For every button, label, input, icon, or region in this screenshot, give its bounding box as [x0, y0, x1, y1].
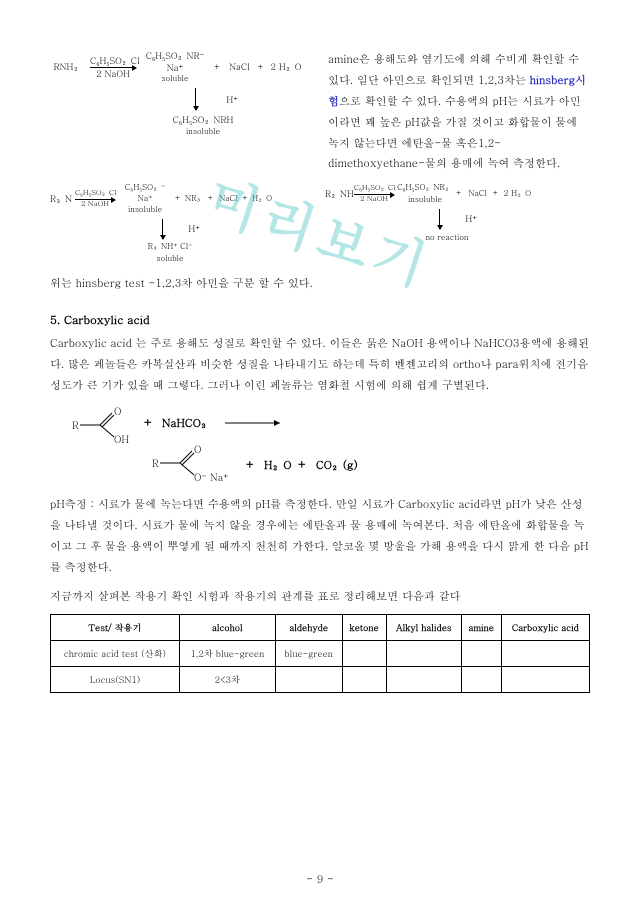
th-5: amine: [461, 614, 501, 640]
summary-table: Test/ 작용기 alcohol aldehyde ketone Alkyl …: [50, 614, 590, 693]
s2l-p2: NR₃: [185, 194, 205, 204]
th-2: aldehyde: [275, 614, 342, 640]
scheme1-step2-note: insoluble: [168, 126, 238, 137]
para1-t2: 으로 확인할 수 있다. 수용액의 pH는 시료가 아민이라면 꽤 높은 pH값…: [328, 94, 581, 172]
s2l-p1: C₆H₅SO₂⁻ Na⁺: [118, 183, 172, 204]
td-1-3: [342, 666, 386, 692]
td-0-0: chromic acid test (산화): [51, 640, 180, 666]
scheme2-row: R₃N C₆H₅SO₂Cl 2 NaOH C₆H₅SO₂⁻ Na⁺ insolu…: [50, 183, 590, 263]
td-0-4: [386, 640, 461, 666]
table-row: chromic acid test (산화) 1,2차 blue-green b…: [51, 640, 590, 666]
scheme1-prod1-note: soluble: [140, 73, 210, 84]
s2r-rtop: C₆H₅SO₂Cl: [354, 184, 394, 194]
svg-text:OH: OH: [114, 432, 129, 446]
scheme1-prod1: C₆H₅SO₂NR⁻ Na⁺: [140, 50, 210, 73]
section5-heading: 5. Carboxylic acid: [50, 312, 590, 328]
scheme1-row: RNH₂ C₆H₅SO₂Cl 2 NaOH C₆H₅SO₂NR⁻ Na⁺ sol…: [50, 50, 590, 175]
scheme1-step2-prod: C₆H₅SO₂NRH: [168, 114, 238, 126]
td-1-0: Locus(SN1): [51, 666, 180, 692]
s2r-reactant: R₂NH: [325, 188, 351, 200]
scheme2-left: R₃N C₆H₅SO₂Cl 2 NaOH C₆H₅SO₂⁻ Na⁺ insolu…: [50, 183, 315, 263]
svg-text:O⁻ Na⁺: O⁻ Na⁺: [194, 470, 228, 484]
th-0: Test/ 작용기: [51, 614, 180, 640]
s2l-s2n: soluble: [140, 253, 200, 264]
s2r-rbot: 2 NaOH: [354, 195, 394, 205]
svg-text:H₂O: H₂O: [264, 458, 292, 473]
scheme1-prod3: 2 H₂O: [269, 61, 303, 73]
scheme1-reactant: RNH₂: [50, 61, 86, 73]
th-6: Carboxylic acid: [501, 614, 589, 640]
td-1-2: [275, 666, 342, 692]
table-row: Locus(SN1) 2<3차: [51, 666, 590, 692]
plus2: +: [258, 61, 266, 73]
svg-text:R: R: [152, 456, 159, 470]
s2r-p1: C₆H₅SO₂NR₂: [397, 183, 453, 193]
equation-svg: R O OH + NaHCO₃ R O O⁻ Na⁺ + H₂O + CO₂(g…: [70, 405, 410, 485]
para1: amine은 용해도와 염기도에 의해 수비게 확인할 수 있다. 일단 아민으…: [328, 50, 590, 175]
carboxylic-equation: R O OH + NaHCO₃ R O O⁻ Na⁺ + H₂O + CO₂(g…: [70, 405, 590, 485]
td-1-5: [461, 666, 501, 692]
s2l-s2r: H⁺: [188, 223, 200, 235]
ph-para: pH측정 : 시료가 물에 녹는다면 수용액의 pH를 측정한다. 만일 시료가…: [50, 495, 590, 579]
td-1-4: [386, 666, 461, 692]
table-intro: 지금까지 살펴본 작용기 확인 시험과 작용기의 관계를 표로 정리해보면 다음…: [50, 587, 590, 608]
s2l-reactant: R₃N: [50, 193, 72, 205]
td-0-6: [501, 640, 589, 666]
s2r-p3: 2 H₂O: [502, 189, 532, 199]
scheme1-prod2: NaCl: [226, 61, 254, 73]
svg-text:O: O: [194, 442, 201, 456]
th-1: alcohol: [179, 614, 275, 640]
svg-text:+: +: [298, 456, 308, 473]
svg-text:R: R: [72, 418, 79, 432]
s2r-s2n: no reaction: [417, 232, 477, 243]
s2r-s2r: H⁺: [465, 213, 477, 225]
s2l-p3: NaCl: [217, 194, 239, 204]
scheme2-right: R₂NH C₆H₅SO₂Cl 2 NaOH C₆H₅SO₂NR₂ insolub…: [325, 183, 590, 242]
page-number: - 9 -: [0, 872, 640, 887]
s2l-rbot: 2 NaOH: [75, 200, 115, 210]
th-3: ketone: [342, 614, 386, 640]
section5-para: Carboxylic acid 는 주로 용해도 성질로 확인할 수 있다. 이…: [50, 334, 590, 397]
scheme1-reagent-bot: 2 NaOH: [90, 68, 136, 80]
s2r-p2: NaCl: [466, 189, 490, 199]
s2l-p4: H₂O: [252, 194, 272, 204]
td-0-5: [461, 640, 501, 666]
td-1-6: [501, 666, 589, 692]
td-0-3: [342, 640, 386, 666]
svg-text:+: +: [246, 456, 256, 473]
td-1-1: 2<3차: [179, 666, 275, 692]
scheme1-reagent-top: C₆H₅SO₂Cl: [90, 55, 136, 67]
scheme1-step2-reagent: H⁺: [226, 94, 238, 106]
scheme1: RNH₂ C₆H₅SO₂Cl 2 NaOH C₆H₅SO₂NR⁻ Na⁺ sol…: [50, 50, 320, 137]
s2l-p1n: insoluble: [118, 204, 172, 215]
s2r-p1n: insoluble: [397, 194, 453, 205]
s2l-rtop: C₆H₅SO₂Cl: [75, 189, 115, 199]
plus1: +: [214, 61, 222, 73]
svg-text:O: O: [114, 405, 121, 418]
s2l-s2p: R₃NH⁺ Cl⁻: [140, 242, 200, 252]
table-header-row: Test/ 작용기 alcohol aldehyde ketone Alkyl …: [51, 614, 590, 640]
th-4: Alkyl halides: [386, 614, 461, 640]
svg-text:CO₂(g): CO₂(g): [316, 458, 358, 473]
td-0-1: 1,2차 blue-green: [179, 640, 275, 666]
svg-text:+: +: [144, 414, 154, 431]
below-schemes-line: 위는 hinsberg test -1,2,3차 아민을 구분 할 수 있다.: [50, 274, 590, 295]
td-0-2: blue-green: [275, 640, 342, 666]
svg-text:NaHCO₃: NaHCO₃: [162, 416, 212, 431]
